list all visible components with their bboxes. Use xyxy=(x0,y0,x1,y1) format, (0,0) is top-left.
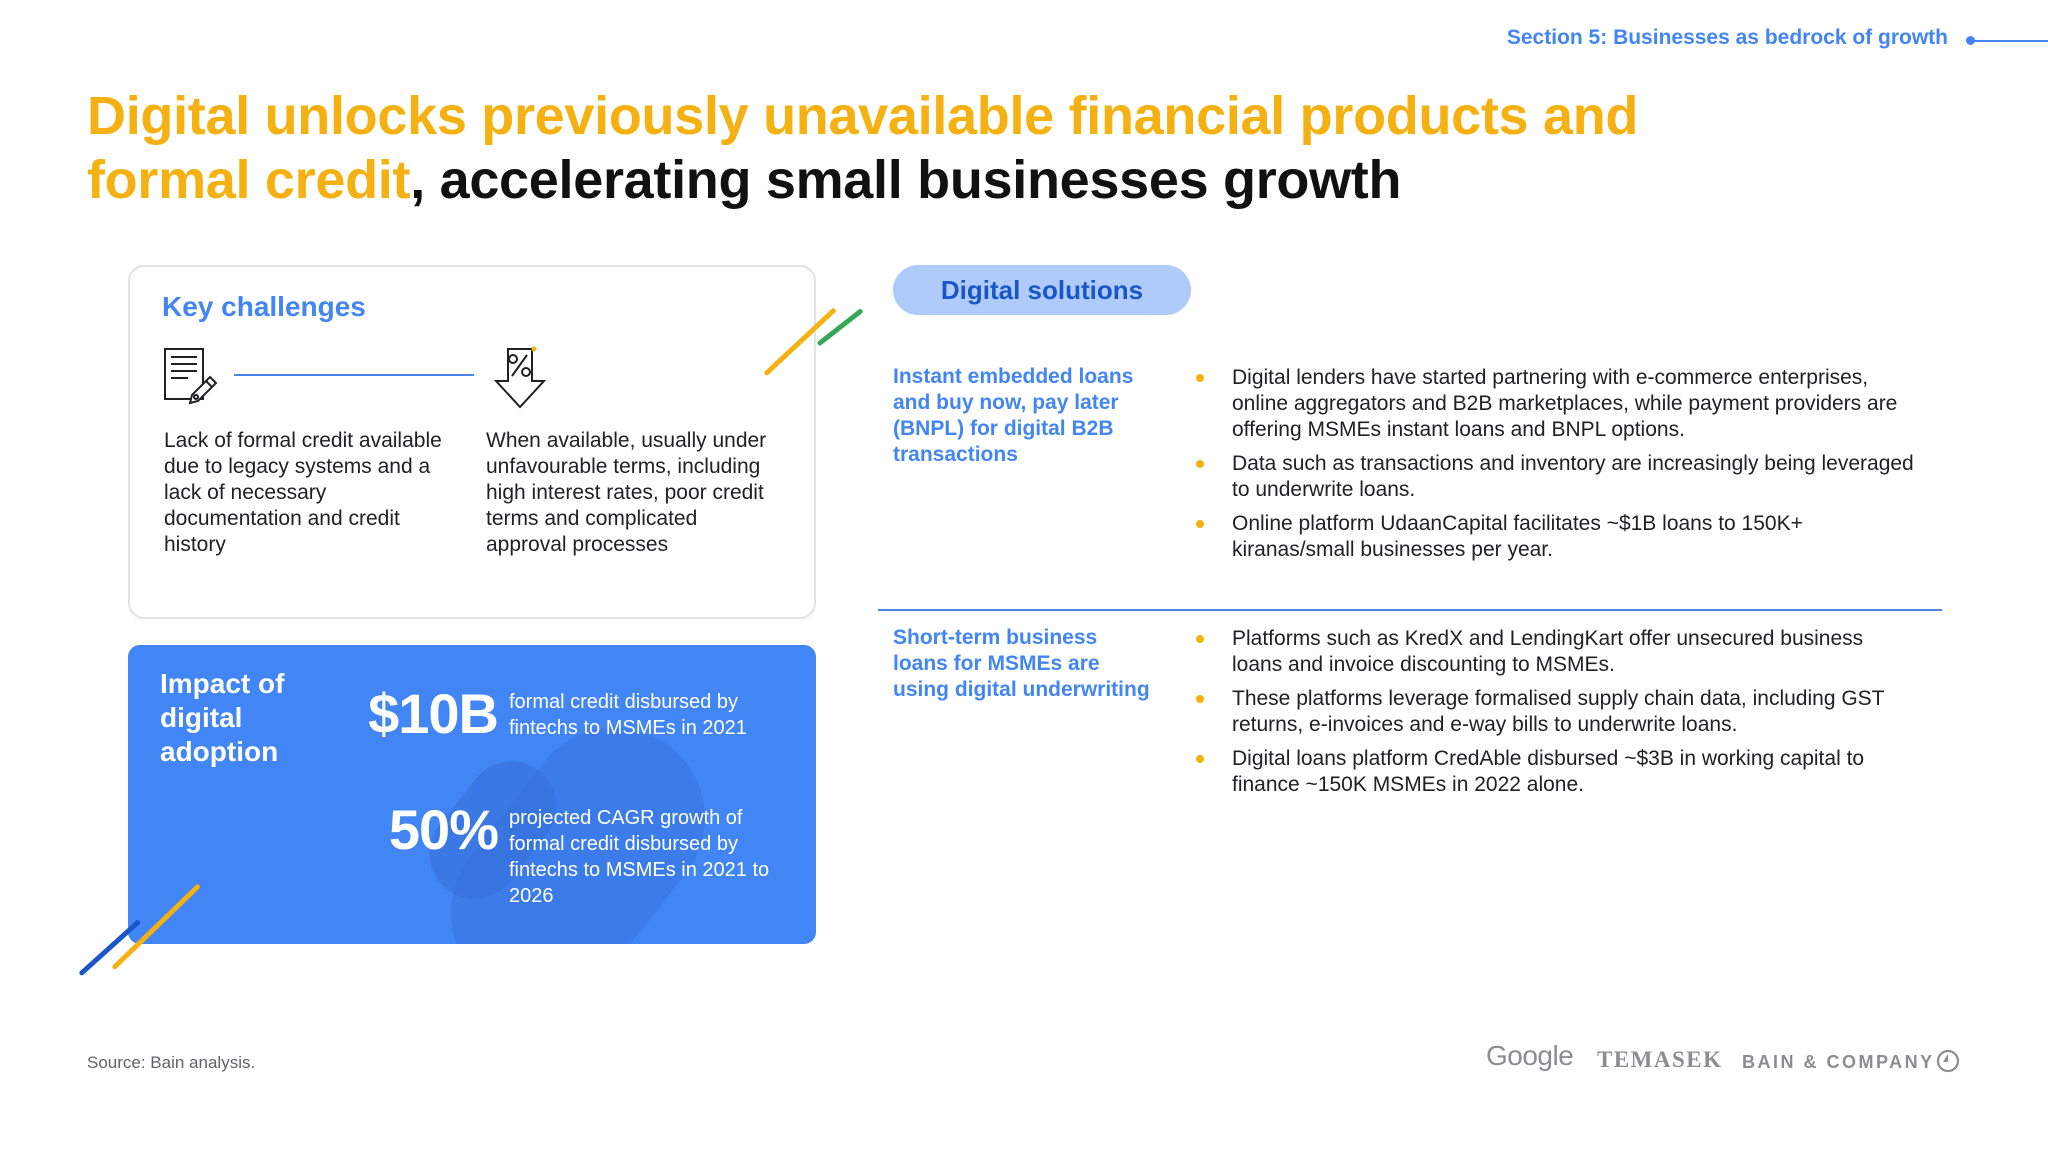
challenge-connector-line xyxy=(234,374,474,376)
section-label: Section 5: Businesses as bedrock of grow… xyxy=(1506,26,1948,49)
list-item: Online platform UdaanCapital facilitates… xyxy=(1196,511,1916,563)
section-marker-rule xyxy=(1972,40,2048,42)
list-item: Digital loans platform CredAble disburse… xyxy=(1196,746,1916,798)
stat-value-cagr: 50% xyxy=(388,798,499,861)
key-challenges-card: Key challenges Lack of formal credit ava… xyxy=(128,265,816,619)
percent-down-arrow-icon xyxy=(492,345,548,416)
list-item: These platforms leverage formalised supp… xyxy=(1196,686,1916,738)
title-rest: , accelerating small businesses growth xyxy=(410,150,1402,210)
bain-logo: BAIN & COMPANY xyxy=(1742,1052,1935,1072)
section-marker-dot xyxy=(1966,36,1975,45)
challenge-text-credit-availability: Lack of formal credit available due to l… xyxy=(164,429,442,556)
document-pen-icon xyxy=(162,347,220,410)
temasek-logo: TEMASEK xyxy=(1597,1047,1723,1072)
source-note: Source: Bain analysis. xyxy=(87,1053,256,1072)
digital-solutions-label: Digital solutions xyxy=(893,265,1191,315)
solution-bullets-embedded-loans: Digital lenders have started partnering … xyxy=(1196,365,1916,571)
list-item: Data such as transactions and inventory … xyxy=(1196,451,1916,503)
impact-card: Impact of digital adoption $10B formal c… xyxy=(128,645,816,944)
title-highlight: Digital unlocks previously unavailable f… xyxy=(87,86,1639,210)
page-title: Digital unlocks previously unavailable f… xyxy=(87,84,1687,212)
impact-heading: Impact of digital adoption xyxy=(160,668,285,767)
challenge-text-unfavourable-terms: When available, usually under unfavourab… xyxy=(486,429,767,556)
google-logo: Google xyxy=(1486,1040,1574,1071)
list-item: Digital lenders have started partnering … xyxy=(1196,365,1916,443)
solutions-divider xyxy=(878,609,1942,611)
accent-stripe-green-top xyxy=(816,308,864,347)
list-item: Platforms such as KredX and LendingKart … xyxy=(1196,626,1916,678)
key-challenges-heading: Key challenges xyxy=(162,291,366,322)
bain-mark-icon xyxy=(1936,1049,1960,1073)
stat-value-credit-disbursed: $10B xyxy=(368,682,499,745)
solution-heading-embedded-loans: Instant embedded loans and buy now, pay … xyxy=(893,365,1134,466)
solution-heading-short-term-loans: Short-term business loans for MSMEs are … xyxy=(893,626,1150,701)
solution-bullets-short-term-loans: Platforms such as KredX and LendingKart … xyxy=(1196,626,1916,806)
stat-description-credit-disbursed: formal credit disbursed by fintechs to M… xyxy=(509,691,747,739)
stat-description-cagr: projected CAGR growth of formal credit d… xyxy=(509,807,770,907)
